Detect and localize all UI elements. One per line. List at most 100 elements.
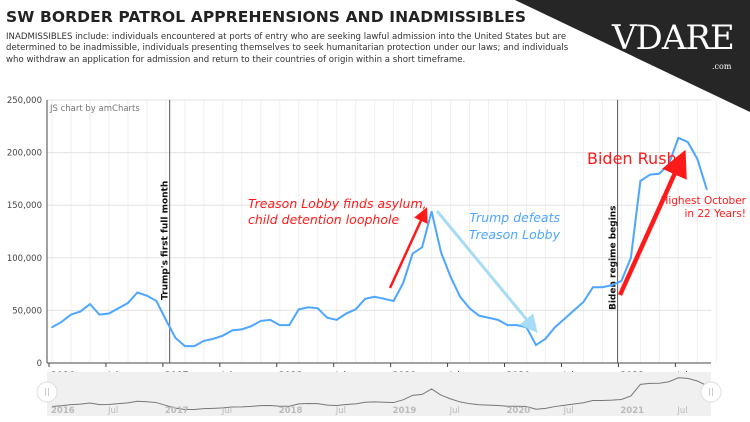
data-point	[383, 298, 385, 300]
data-point	[611, 284, 613, 286]
data-point	[193, 345, 196, 347]
data-point	[582, 301, 585, 303]
data-point	[630, 257, 632, 259]
navigator-tick-label: Jul	[676, 406, 687, 416]
data-point	[373, 295, 376, 298]
annotation-defeats-1: Trump defeats	[469, 210, 560, 225]
y-tick-label: 100,000	[7, 254, 42, 264]
data-point	[259, 320, 262, 322]
y-tick-label: 150,000	[7, 201, 42, 211]
data-point	[411, 252, 414, 255]
navigator-tick-label: Jul	[335, 406, 346, 416]
annotation-defeats-2: Treason Lobby	[469, 227, 561, 242]
data-point	[563, 318, 566, 320]
data-point	[326, 316, 329, 319]
y-tick-label: 200,000	[7, 149, 42, 159]
page-title: SW BORDER PATROL APPREHENSIONS AND INADM…	[6, 8, 527, 26]
treason-arrow	[388, 207, 428, 289]
data-point	[364, 298, 366, 300]
data-point	[60, 321, 63, 323]
data-point	[297, 308, 300, 311]
annotation-treason-1: Treason Lobby finds asylum,	[248, 196, 427, 211]
y-tick-label: 250,000	[7, 96, 42, 106]
vdare-logo[interactable]: VDARE	[612, 18, 735, 58]
vdare-logo-suffix: .com	[712, 62, 732, 71]
data-point	[222, 334, 224, 337]
navigator-area[interactable]	[47, 372, 711, 416]
data-point	[601, 286, 604, 289]
y-tick-label: 50,000	[12, 306, 42, 316]
data-point	[117, 307, 120, 310]
data-point	[468, 307, 471, 310]
data-point	[203, 340, 205, 342]
navigator-tick-label: 2016	[51, 406, 75, 416]
data-point	[525, 326, 528, 329]
data-point	[658, 172, 661, 175]
data-point	[345, 312, 347, 315]
data-point	[430, 210, 433, 213]
data-point	[421, 246, 423, 249]
data-point	[544, 338, 547, 340]
data-point	[136, 291, 139, 294]
data-point	[250, 325, 253, 327]
biden-rush-arrow	[617, 149, 687, 296]
series-line	[51, 136, 708, 348]
y-tick-label: 0	[37, 359, 42, 369]
data-point	[487, 316, 490, 319]
navigator-tick-label: 2020	[507, 406, 531, 416]
data-point	[212, 338, 215, 340]
data-point	[127, 302, 129, 304]
data-point	[79, 310, 82, 313]
data-point	[98, 313, 101, 316]
data-point	[241, 328, 243, 331]
navigator-tick-label: 2018	[279, 406, 303, 416]
data-point	[89, 303, 91, 305]
data-point	[184, 345, 186, 347]
navigator-line	[51, 377, 708, 410]
data-point	[554, 326, 556, 329]
data-point	[165, 319, 167, 321]
data-point	[278, 324, 281, 326]
data-point	[449, 275, 452, 278]
data-point	[516, 324, 518, 326]
navigator-tick-label: 2021	[620, 406, 644, 416]
annotation-highest-2: in 22 Years!	[684, 208, 746, 220]
data-point	[573, 309, 575, 312]
navigator-tick-label: 2019	[393, 406, 417, 416]
navigator-right-handle[interactable]	[700, 381, 722, 403]
data-point	[269, 319, 272, 321]
annotation-highest-1: Highest October	[660, 195, 746, 207]
data-point	[478, 314, 480, 317]
data-point	[392, 300, 395, 302]
event-label: Biden regime begins	[609, 205, 619, 310]
data-point	[639, 180, 642, 182]
navigator-tick-label: Jul	[107, 406, 118, 416]
page-description: INADMISSIBLES include: individuals encou…	[6, 32, 569, 65]
data-point	[70, 313, 72, 316]
event-label: Trump's first full month	[161, 181, 171, 300]
data-point	[174, 336, 177, 339]
chart-credit[interactable]: JS chart by amCharts	[49, 104, 140, 114]
data-point	[307, 306, 310, 309]
data-point	[288, 324, 291, 326]
navigator-tick-label: Jul	[562, 406, 573, 416]
navigator-tick-label: Jul	[221, 406, 232, 416]
data-point	[459, 295, 461, 298]
data-point	[592, 286, 594, 289]
data-point	[108, 312, 110, 315]
data-point	[402, 282, 404, 284]
data-point	[51, 326, 53, 329]
data-point	[155, 300, 158, 302]
data-point	[146, 294, 148, 297]
data-point	[316, 307, 319, 310]
annotation-treason-2: child detention loophole	[248, 212, 399, 227]
data-point	[506, 324, 509, 326]
navigator-left-handle[interactable]	[36, 381, 58, 403]
data-point	[354, 308, 357, 311]
data-point	[497, 319, 499, 321]
defeats-arrow	[435, 210, 538, 333]
navigator-tick-label: 2017	[165, 406, 189, 416]
data-point	[620, 280, 623, 282]
